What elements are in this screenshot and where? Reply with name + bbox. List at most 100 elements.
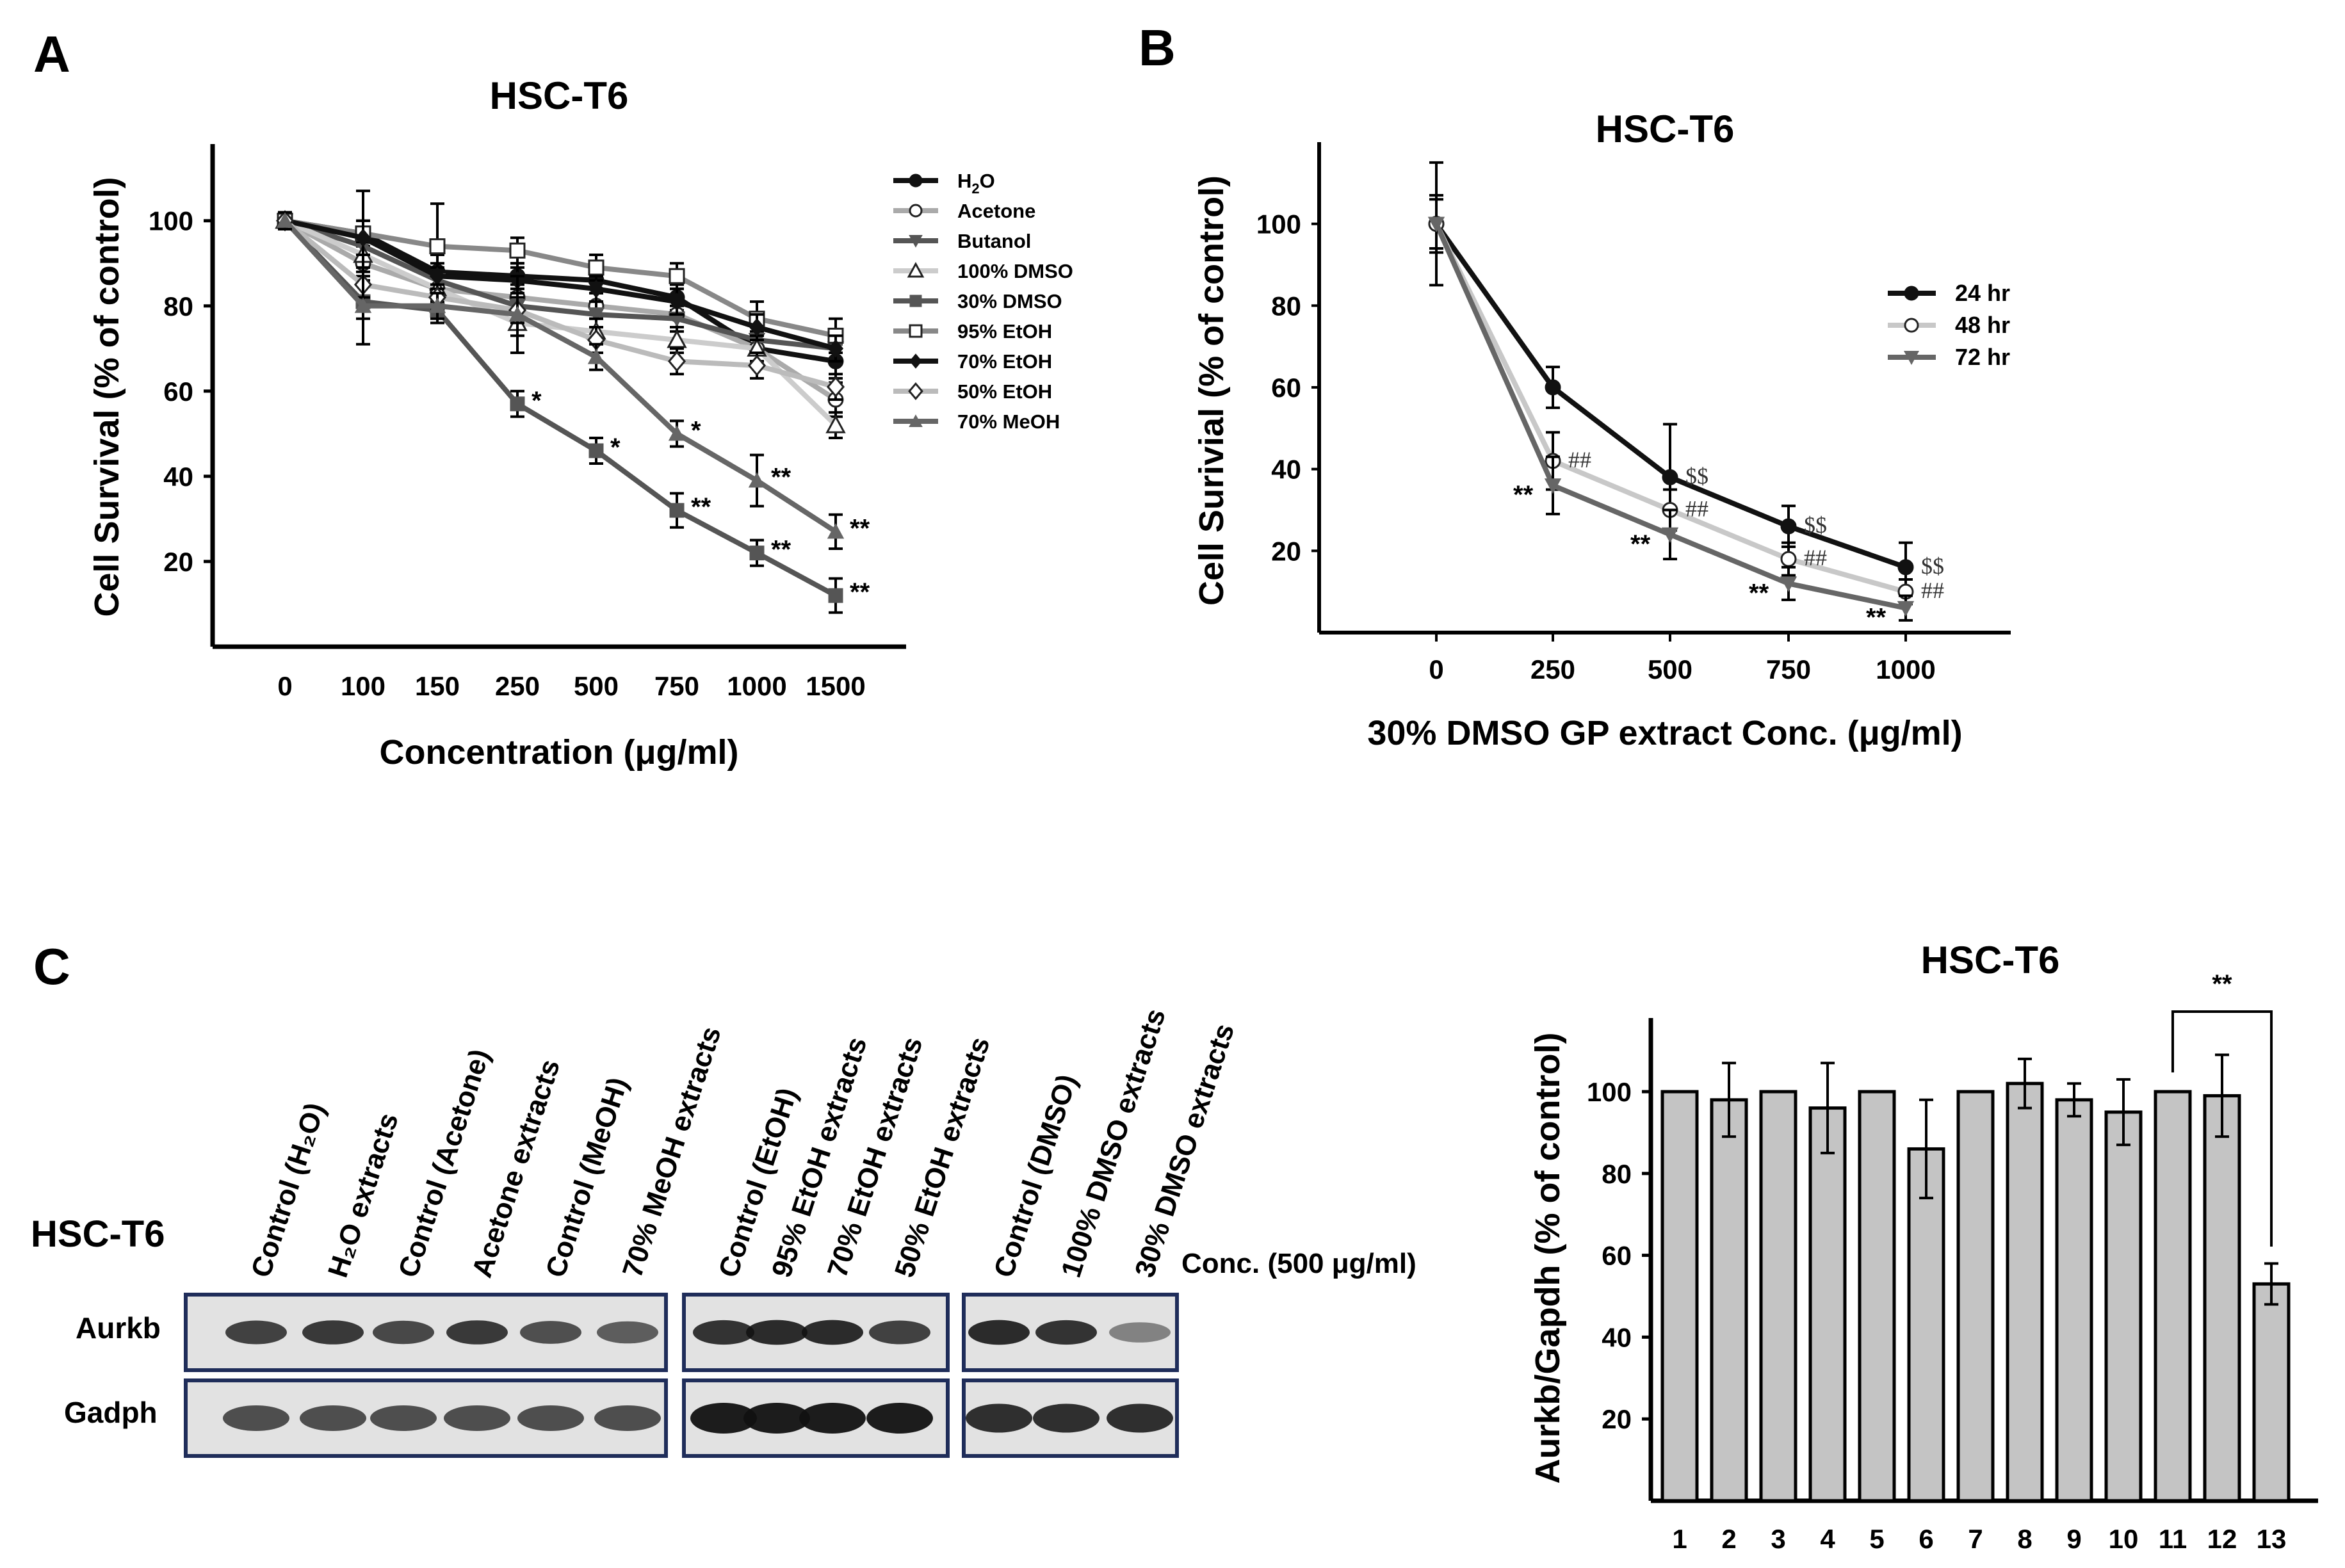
legend-label: 70% EtOH — [957, 350, 1052, 373]
gadph-band — [300, 1405, 366, 1431]
panel-letter: B — [1139, 19, 1176, 76]
x-tick-label: 100 — [341, 671, 385, 701]
bar-8: 8 — [2006, 1057, 2044, 1554]
bar — [1710, 1098, 1748, 1503]
x-tick-label: 1000 — [1876, 654, 1935, 684]
x-tick-label: 750 — [654, 671, 699, 701]
x-tick-label: 2 — [1721, 1524, 1736, 1554]
series-line — [284, 218, 836, 339]
bar-10: 10 — [2104, 1078, 2143, 1554]
y-tick-label: 60 — [1602, 1241, 1632, 1271]
x-tick-label: 250 — [1530, 654, 1575, 684]
gadph-band — [866, 1403, 933, 1434]
legend-label: Acetone — [957, 200, 1035, 222]
significance-label: ** — [771, 536, 791, 564]
y-tick-label: 100 — [149, 206, 193, 236]
legend-label: 72 hr — [1955, 344, 2010, 370]
bar-5: 5 — [1858, 1090, 1896, 1554]
x-tick-label: 9 — [2066, 1524, 2081, 1554]
data-point-marker — [827, 339, 844, 358]
significance-label: ** — [1749, 579, 1769, 607]
data-point-marker — [825, 414, 846, 433]
data-point-marker — [1545, 379, 1561, 396]
significance-label: ** — [691, 493, 711, 521]
x-axis-label: 30% DMSO GP extract Conc. (μg/ml) — [1367, 714, 1962, 752]
data-point-marker — [828, 588, 843, 603]
x-tick-label: 150 — [415, 671, 460, 701]
y-axis-label: Aurkb/Gapdh (% of control) — [1529, 1033, 1567, 1484]
series-30-dmso: ******** — [277, 211, 870, 614]
x-tick-label: 13 — [2257, 1524, 2287, 1554]
data-point-marker — [508, 305, 526, 322]
series-line — [284, 218, 838, 402]
y-tick-label: 40 — [1602, 1322, 1632, 1352]
legend-marker — [909, 204, 923, 218]
significance-label: * — [531, 387, 542, 415]
aurkb-band — [1035, 1320, 1097, 1345]
legend-marker — [909, 414, 923, 427]
data-point-marker — [1780, 576, 1797, 592]
aurkb-band — [802, 1320, 863, 1345]
legend-label: 30% DMSO — [957, 290, 1062, 312]
legend-label: H2O — [957, 170, 995, 197]
significance-label: ** — [1513, 481, 1534, 509]
bar — [2203, 1094, 2241, 1503]
gadph-band — [690, 1403, 757, 1434]
series-line — [283, 218, 837, 390]
bar — [1660, 1090, 1699, 1503]
gadph-band — [1033, 1403, 1099, 1433]
y-tick-label: 20 — [1271, 536, 1301, 566]
data-point-marker — [510, 396, 525, 412]
significance-label: ** — [771, 464, 791, 492]
legend-marker — [907, 262, 925, 278]
legend-marker — [909, 235, 923, 248]
blot-title: HSC-T6 — [31, 1213, 165, 1255]
lane-label: 70% MeOH extracts — [617, 1023, 727, 1282]
legend-label: 50% EtOH — [957, 380, 1052, 403]
aurkb-band — [225, 1320, 287, 1345]
significance-label: ** — [1630, 530, 1651, 558]
lane-label: Control (MeOH) — [540, 1074, 634, 1281]
aurkb-band — [302, 1320, 364, 1345]
data-point-marker — [669, 292, 685, 311]
aurkb-band — [1109, 1322, 1171, 1343]
data-point-marker — [669, 503, 685, 518]
y-tick-label: 40 — [163, 462, 193, 492]
y-tick-label: 20 — [1602, 1404, 1632, 1434]
series-70-etoh — [277, 211, 844, 363]
data-point-marker — [748, 472, 766, 488]
legend-label: 70% MeOH — [957, 410, 1060, 433]
legend-label: 100% DMSO — [957, 260, 1073, 282]
bar-7: 7 — [1956, 1090, 1995, 1554]
significance-bracket — [2171, 1010, 2273, 1247]
bar — [1858, 1090, 1896, 1503]
series-70-meoh: ***** — [276, 211, 870, 550]
y-tick-label: 100 — [1587, 1077, 1632, 1107]
data-point-marker — [587, 348, 605, 364]
legend-label: 95% EtOH — [957, 320, 1052, 343]
legend-marker — [909, 353, 922, 369]
significance-label: * — [691, 416, 701, 444]
bar-11: 11 — [2154, 1090, 2192, 1554]
legend-marker — [909, 324, 923, 338]
y-axis-label: Cell Survival (% of control) — [88, 177, 126, 617]
gadph-band — [743, 1403, 810, 1434]
significance-label: * — [610, 433, 621, 462]
bar — [2055, 1098, 2093, 1503]
blot-row-label: Aurkb — [76, 1311, 161, 1345]
significance-label: ** — [850, 578, 870, 606]
legend-marker — [1904, 286, 1919, 301]
x-tick-label: 500 — [1648, 654, 1692, 684]
bar — [2006, 1081, 2044, 1503]
x-tick-label: 10 — [2109, 1524, 2139, 1554]
bar — [2154, 1090, 2192, 1503]
x-tick-label: 11 — [2159, 1524, 2187, 1554]
data-point-marker — [355, 229, 371, 247]
aurkb-band — [520, 1321, 581, 1344]
data-point-marker — [1897, 559, 1914, 576]
aurkb-band — [869, 1320, 930, 1345]
